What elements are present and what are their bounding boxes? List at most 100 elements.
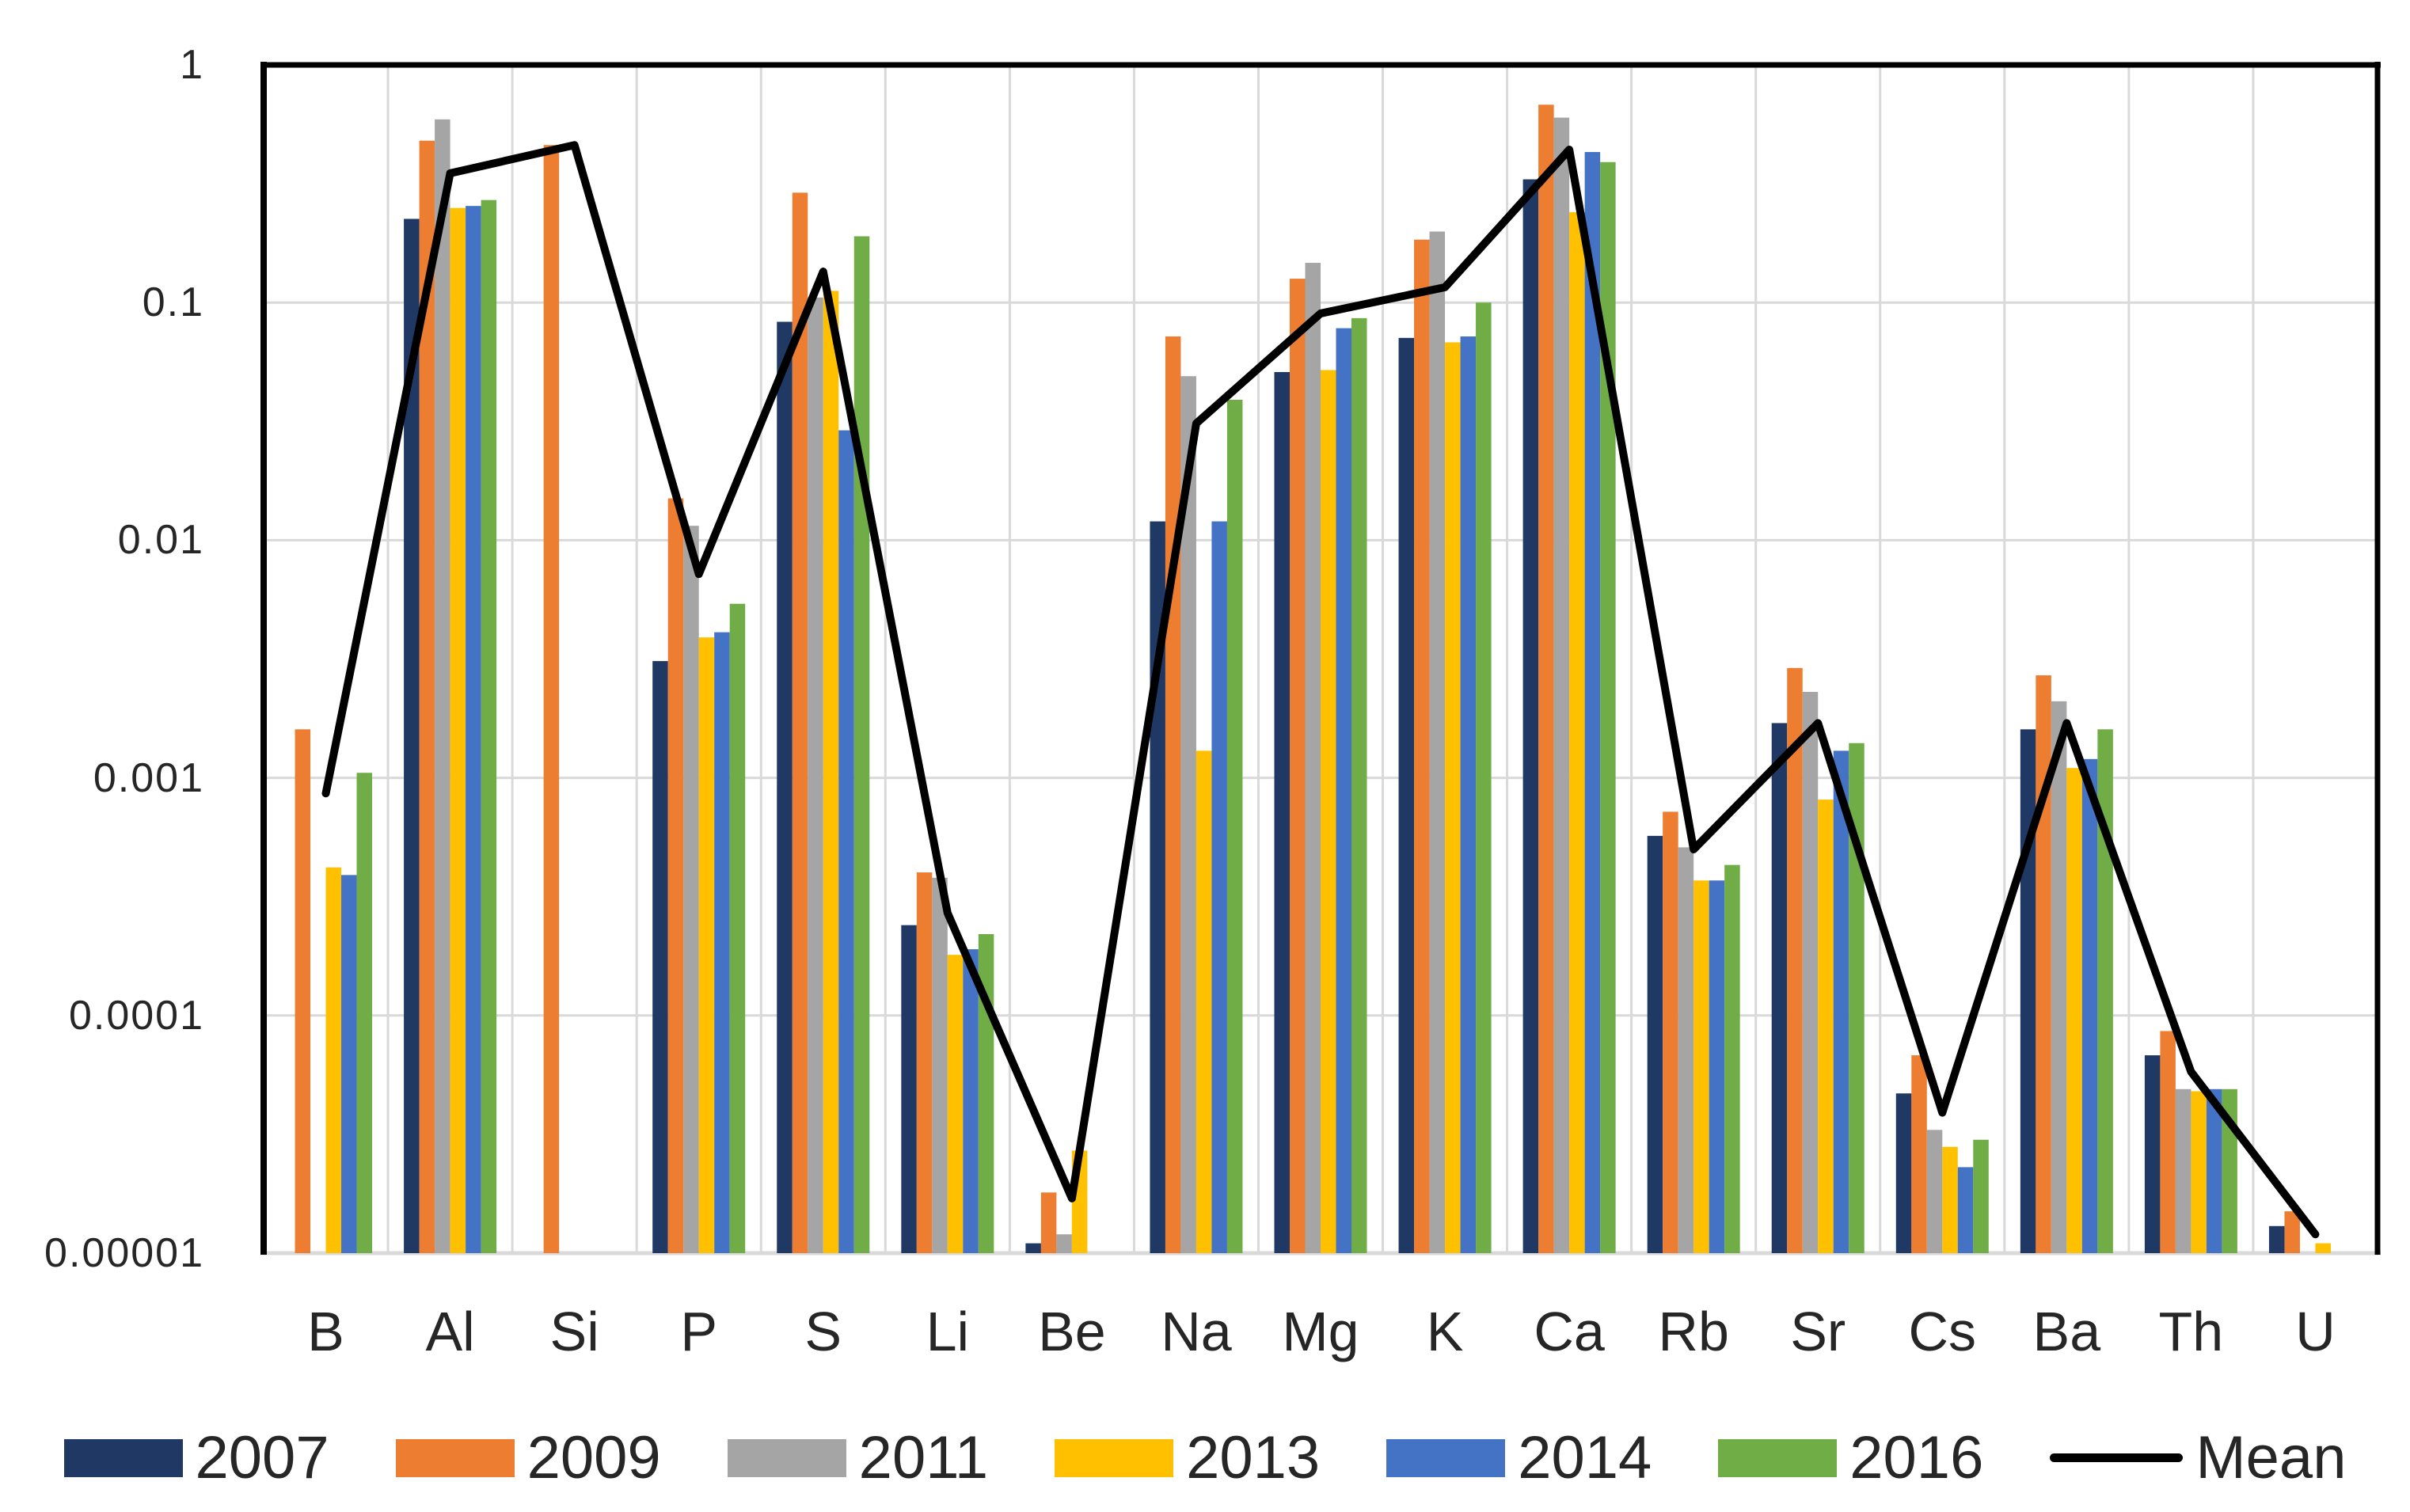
legend-swatch-2009 — [395, 1438, 515, 1477]
bar-2013-Ca — [1569, 212, 1585, 1254]
bar-2009-U — [2284, 1211, 2300, 1253]
bar-2013-K — [1445, 342, 1461, 1253]
bar-2016-K — [1476, 302, 1492, 1254]
bar-2007-Be — [1025, 1243, 1041, 1253]
bar-2016-Sr — [1849, 743, 1865, 1253]
legend-label-2013: 2013 — [1186, 1424, 1321, 1491]
legend-item-2014: 2014 — [1386, 1423, 1652, 1492]
x-tick-label-Mg: Mg — [1282, 1301, 1359, 1362]
bar-2016-Ba — [2097, 729, 2113, 1253]
bar-2007-S — [777, 321, 793, 1253]
bar-2009-B — [295, 729, 311, 1253]
x-tick-label-Be: Be — [1038, 1301, 1106, 1362]
bar-2013-U — [2315, 1243, 2331, 1253]
bar-2011-S — [808, 297, 823, 1253]
bar-2011-Be — [1056, 1234, 1072, 1253]
bar-2013-Rb — [1693, 880, 1709, 1253]
bar-2013-Na — [1195, 750, 1212, 1253]
bar-2009-Al — [419, 140, 435, 1253]
bar-2007-U — [2268, 1225, 2285, 1253]
bar-2014-Li — [963, 949, 979, 1253]
bar-2009-K — [1414, 239, 1430, 1254]
bar-2007-Th — [2144, 1055, 2161, 1253]
bar-2011-Al — [435, 119, 450, 1253]
bar-2013-Al — [450, 207, 466, 1253]
legend-item-2013: 2013 — [1055, 1423, 1320, 1492]
bar-2011-Th — [2175, 1088, 2191, 1253]
legend-swatch-2016 — [1718, 1438, 1838, 1477]
legend-swatch-2007 — [63, 1438, 183, 1477]
bar-2014-Al — [466, 206, 481, 1254]
legend-label-2016: 2016 — [1849, 1424, 1984, 1491]
bar-2014-B — [341, 875, 357, 1253]
bar-2009-Be — [1040, 1192, 1057, 1253]
x-tick-label-P: P — [680, 1301, 718, 1362]
bar-2011-Li — [932, 877, 948, 1253]
legend-label-Mean: Mean — [2195, 1424, 2347, 1491]
legend-swatch-2013 — [1055, 1438, 1174, 1477]
x-tick-label-U: U — [2295, 1301, 2336, 1362]
bar-2013-Th — [2191, 1091, 2207, 1253]
legend-label-2011: 2011 — [858, 1424, 989, 1491]
x-tick-label-K: K — [1426, 1301, 1464, 1362]
x-tick-label-Ba: Ba — [2032, 1301, 2101, 1362]
bar-2009-P — [667, 498, 684, 1253]
legend-item-2011: 2011 — [727, 1423, 989, 1492]
bar-2014-Ba — [2081, 758, 2098, 1253]
bar-2013-Li — [947, 955, 964, 1253]
y-tick-label-0.00001: 0.00001 — [44, 1230, 204, 1276]
y-tick-label-0.1: 0.1 — [142, 279, 204, 326]
bar-2016-Na — [1226, 399, 1243, 1253]
x-axis: B Al Si P S Li Be Na Mg K Ca Rb Sr Cs Ba Th U — [307, 1301, 2336, 1362]
bar-2016-Ca — [1600, 161, 1616, 1253]
bar-2013-P — [698, 637, 715, 1253]
bar-2014-Na — [1211, 521, 1227, 1253]
x-tick-label-B: B — [307, 1301, 344, 1362]
bar-2009-Si — [543, 145, 560, 1253]
bar-2014-Mg — [1336, 328, 1351, 1253]
bar-2007-P — [652, 661, 668, 1253]
y-tick-label-0.001: 0.001 — [93, 754, 204, 801]
bar-2016-Cs — [1973, 1139, 1989, 1253]
bar-2014-Rb — [1709, 880, 1725, 1253]
bar-2011-Ba — [2051, 701, 2067, 1253]
bar-2007-Al — [404, 218, 420, 1253]
x-tick-label-Cs: Cs — [1908, 1301, 1977, 1362]
bar-2007-Ca — [1522, 179, 1539, 1253]
legend-mean-line-swatch — [2050, 1453, 2184, 1462]
bar-2007-K — [1398, 337, 1415, 1253]
bar-2009-Cs — [1911, 1055, 1927, 1253]
x-tick-label-Si: Si — [549, 1301, 599, 1362]
y-axis: 1 0.1 0.01 0.001 0.0001 0.00001 — [0, 0, 238, 1346]
legend-item-2007: 2007 — [63, 1423, 329, 1492]
bar-2014-Ca — [1584, 152, 1601, 1254]
bar-2007-Mg — [1274, 371, 1290, 1253]
legend-swatch-2011 — [727, 1438, 846, 1477]
bar-2009-S — [792, 192, 808, 1253]
bar-2013-Mg — [1321, 370, 1336, 1253]
bar-2014-K — [1460, 336, 1477, 1253]
bar-2011-K — [1429, 231, 1446, 1253]
bar-2014-S — [838, 430, 854, 1253]
bar-2013-Cs — [1942, 1146, 1958, 1253]
legend-item-2009: 2009 — [395, 1423, 661, 1492]
x-tick-label-Ca: Ca — [1534, 1301, 1605, 1362]
bar-2011-Rb — [1678, 847, 1694, 1253]
bar-2011-Cs — [1926, 1130, 1943, 1253]
legend-label-2007: 2007 — [195, 1424, 329, 1491]
bar-2013-Ba — [2066, 768, 2082, 1253]
x-tick-label-S: S — [804, 1301, 842, 1362]
legend: 2007 2009 2011 2013 2014 2016 Mean — [0, 1423, 2410, 1492]
bar-2016-Rb — [1724, 864, 1740, 1253]
bar-2009-Ca — [1538, 104, 1554, 1254]
bar-2011-P — [683, 526, 699, 1253]
y-tick-label-0.0001: 0.0001 — [68, 992, 204, 1039]
bar-2011-Mg — [1305, 262, 1321, 1254]
x-tick-label-Na: Na — [1161, 1301, 1232, 1362]
bar-2007-Li — [901, 925, 917, 1253]
y-tick-label-1: 1 — [180, 42, 204, 88]
x-tick-label-Sr: Sr — [1790, 1301, 1846, 1362]
bar-2009-Th — [2160, 1031, 2176, 1253]
